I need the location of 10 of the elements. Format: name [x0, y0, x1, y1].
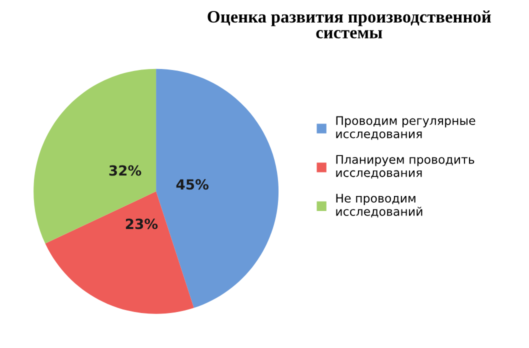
legend-label: Проводим регулярные исследования — [336, 116, 476, 140]
data-label: 32% — [109, 165, 142, 176]
pie-slice — [45, 191, 194, 314]
pie-slice — [156, 68, 279, 308]
legend-label: Планируем проводить исследования — [336, 155, 474, 179]
chart-title: Оценка развития производственной системы — [208, 10, 491, 38]
legend-label: Не проводим исследований — [336, 194, 422, 218]
pie-slice — [34, 68, 156, 244]
data-label: 23% — [126, 218, 158, 230]
data-label: 45% — [176, 179, 209, 190]
